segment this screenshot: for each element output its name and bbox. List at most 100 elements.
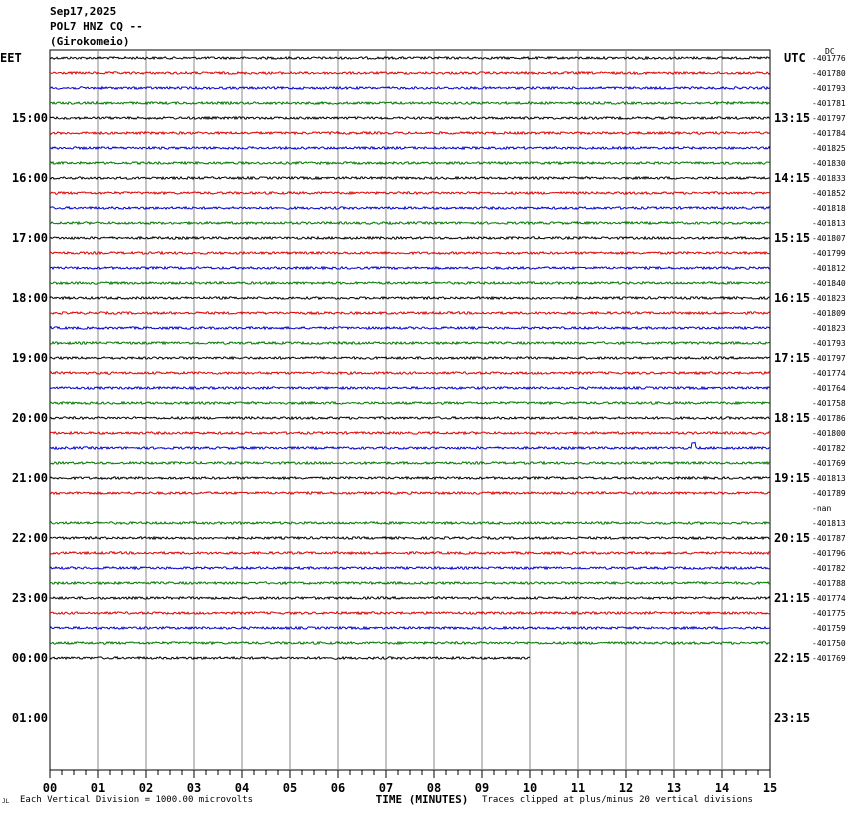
trace-offset-label: -401769 — [812, 654, 846, 663]
trace-line — [49, 310, 771, 316]
left-time-label: 20:00 — [12, 411, 48, 425]
trace-line — [49, 175, 771, 181]
x-tick-label: 07 — [379, 781, 393, 795]
trace-offset-label: -401750 — [812, 639, 846, 648]
trace-offset-label: -401813 — [812, 519, 846, 528]
trace-offset-label: -401786 — [812, 414, 846, 423]
trace-line — [50, 70, 771, 76]
trace-offset-label: -401823 — [812, 294, 846, 303]
trace-offset-label: -401774 — [812, 594, 846, 603]
header-date: Sep17,2025 — [50, 5, 117, 18]
trace-offset-label: -401852 — [812, 189, 846, 198]
trace-offset-label: -401813 — [812, 474, 846, 483]
x-tick-label: 03 — [187, 781, 201, 795]
left-time-label: 19:00 — [12, 351, 48, 365]
trace-offset-label: -401796 — [812, 549, 846, 558]
left-time-label: 16:00 — [12, 171, 48, 185]
trace-line — [49, 565, 771, 571]
left-time-label: 22:00 — [12, 531, 48, 545]
header-location: (Girokomeio) — [50, 35, 130, 48]
left-time-label: 17:00 — [12, 231, 48, 245]
trace-line — [49, 325, 771, 331]
trace-line — [49, 130, 771, 136]
trace-line — [49, 55, 771, 61]
trace-offset-label: -401781 — [812, 99, 846, 108]
trace-offset-label: -401764 — [812, 384, 846, 393]
trace-line — [49, 85, 771, 91]
trace-line — [49, 400, 771, 406]
trace-offset-label: -401780 — [812, 69, 846, 78]
right-time-label: 14:15 — [774, 171, 810, 185]
left-time-label: 01:00 — [12, 711, 48, 725]
right-time-label: 18:15 — [774, 411, 810, 425]
trace-offset-label: -401799 — [812, 249, 846, 258]
trace-offset-label: -401776 — [812, 54, 846, 63]
trace-line — [49, 265, 771, 271]
trace-line — [49, 430, 771, 436]
trace-offset-label: -401789 — [812, 489, 846, 498]
trace-offset-label: -401818 — [812, 204, 846, 213]
left-time-label: 18:00 — [12, 291, 48, 305]
trace-offset-label: -401775 — [812, 609, 846, 618]
trace-line — [49, 220, 771, 226]
trace-line — [49, 640, 771, 646]
trace-offset-label: -401840 — [812, 279, 846, 288]
trace-line — [49, 460, 771, 466]
trace-offset-label: -401774 — [812, 369, 846, 378]
x-tick-label: 05 — [283, 781, 297, 795]
x-tick-label: 10 — [523, 781, 537, 795]
right-time-label: 22:15 — [774, 651, 810, 665]
trace-offset-label: -401758 — [812, 399, 846, 408]
right-time-label: 21:15 — [774, 591, 810, 605]
right-timezone-label: UTC — [784, 51, 806, 65]
trace-offset-label: -401830 — [812, 159, 846, 168]
trace-offset-label: -401793 — [812, 84, 846, 93]
right-time-label: 15:15 — [774, 231, 810, 245]
trace-line — [49, 355, 771, 361]
trace-line — [50, 595, 771, 601]
trace-line — [49, 475, 771, 481]
right-time-label: 19:15 — [774, 471, 810, 485]
trace-line — [49, 235, 771, 241]
trace-line — [49, 115, 771, 121]
left-time-label: 15:00 — [12, 111, 48, 125]
right-time-label: 16:15 — [774, 291, 810, 305]
trace-offset-label: -401787 — [812, 534, 846, 543]
trace-line — [49, 340, 771, 346]
left-time-label: 00:00 — [12, 651, 48, 665]
right-time-label: 17:15 — [774, 351, 810, 365]
trace-offset-label: -401809 — [812, 309, 846, 318]
x-tick-label: 14 — [715, 781, 729, 795]
trace-offset-label: -401823 — [812, 324, 846, 333]
trace-offset-label: -401833 — [812, 174, 846, 183]
trace-offset-label: -401800 — [812, 429, 846, 438]
x-tick-label: 09 — [475, 781, 489, 795]
trace-line — [49, 520, 771, 526]
trace-offset-label: -401797 — [812, 354, 846, 363]
trace-offset-label: -401825 — [812, 144, 846, 153]
header-station: POL7 HNZ CQ -- — [50, 20, 143, 33]
trace-line — [49, 250, 771, 256]
x-tick-label: 13 — [667, 781, 681, 795]
trace-offset-label: -401813 — [812, 219, 846, 228]
trace-offset-label: -nan — [812, 504, 831, 513]
trace-offset-label: -401782 — [812, 564, 846, 573]
trace-offset-label: -401769 — [812, 459, 846, 468]
left-timezone-label: EET — [0, 51, 22, 65]
trace-offset-label: -401782 — [812, 444, 846, 453]
left-time-label: 21:00 — [12, 471, 48, 485]
scale-note: Each Vertical Division = 1000.00 microvo… — [20, 795, 253, 805]
trace-offset-label: -401812 — [812, 264, 846, 273]
trace-offset-label: -401784 — [812, 129, 846, 138]
trace-line — [49, 655, 531, 661]
x-tick-label: 06 — [331, 781, 345, 795]
trace-line — [49, 441, 771, 451]
right-time-label: 23:15 — [774, 711, 810, 725]
trace-offset-label: -401788 — [812, 579, 846, 588]
right-time-label: 13:15 — [774, 111, 810, 125]
trace-line — [50, 280, 771, 286]
trace-line — [49, 610, 771, 616]
trace-offset-label: -401807 — [812, 234, 846, 243]
x-tick-label: 04 — [235, 781, 249, 795]
trace-line — [49, 145, 771, 151]
